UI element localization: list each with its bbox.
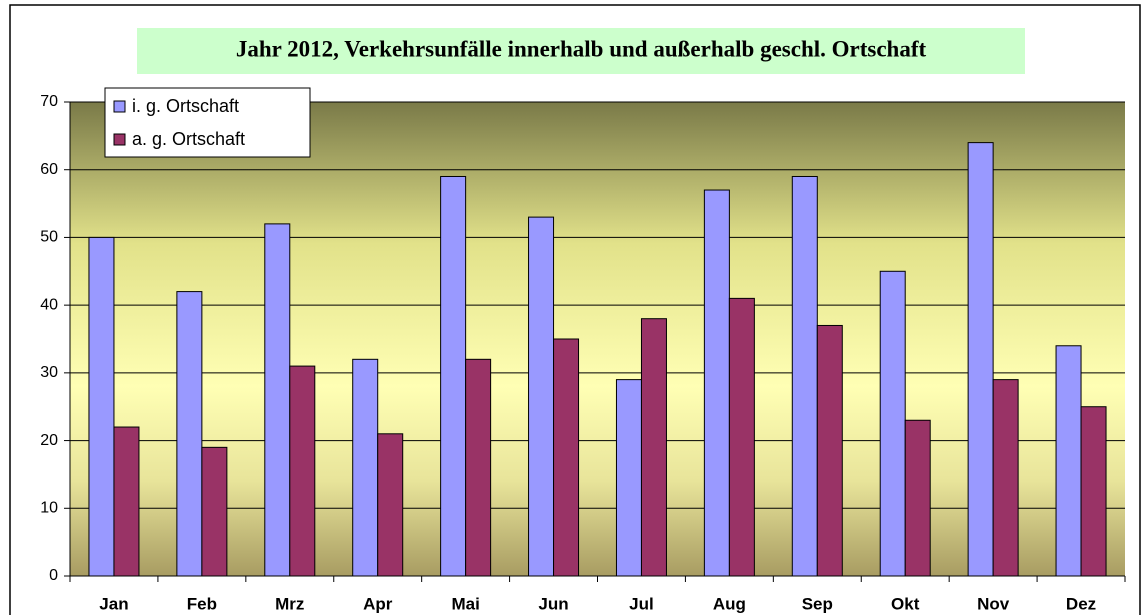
y-tick-label: 50 — [40, 229, 58, 246]
bar — [728, 297, 755, 577]
legend-label: i. g. Ortschaft — [132, 96, 239, 116]
x-tick-label: Jul — [629, 594, 654, 613]
bar — [1080, 406, 1107, 577]
bar — [879, 270, 906, 577]
bar — [352, 358, 379, 577]
x-tick-label: Nov — [977, 594, 1010, 613]
x-tick-label: Jun — [538, 594, 568, 613]
bar — [992, 379, 1019, 577]
bar — [791, 175, 818, 577]
bar — [113, 426, 140, 577]
legend-swatch — [113, 100, 126, 113]
y-tick-label: 30 — [40, 364, 58, 381]
bar — [528, 216, 555, 577]
x-tick-label: Feb — [187, 594, 217, 613]
bar — [465, 358, 492, 577]
y-tick-label: 60 — [40, 161, 58, 178]
bar — [816, 324, 843, 577]
legend-label: a. g. Ortschaft — [132, 129, 245, 149]
y-tick-label: 0 — [49, 567, 58, 584]
bar — [88, 236, 115, 577]
title-box — [137, 28, 1025, 74]
bar — [967, 142, 994, 577]
x-tick-label: Aug — [713, 594, 746, 613]
bar — [201, 446, 228, 577]
bar — [703, 189, 730, 577]
bar — [289, 365, 316, 577]
bar — [640, 318, 667, 577]
y-tick-label: 40 — [40, 296, 58, 313]
bar — [1055, 345, 1082, 577]
x-tick-label: Mrz — [275, 594, 304, 613]
bar — [553, 338, 580, 577]
legend-swatch — [113, 133, 126, 146]
bar — [615, 379, 642, 577]
y-tick-label: 10 — [40, 500, 58, 517]
bar — [440, 175, 467, 577]
plot-area — [70, 102, 1125, 576]
x-tick-label: Jan — [99, 594, 128, 613]
x-tick-label: Okt — [891, 594, 920, 613]
bar — [264, 223, 291, 577]
bar — [377, 433, 404, 577]
x-tick-label: Sep — [802, 594, 833, 613]
x-tick-label: Mai — [451, 594, 479, 613]
bar — [176, 291, 203, 577]
bar — [904, 419, 931, 577]
y-tick-label: 70 — [40, 93, 58, 110]
legend-box — [104, 87, 311, 158]
x-tick-label: Apr — [363, 594, 393, 613]
y-tick-label: 20 — [40, 432, 58, 449]
x-tick-label: Dez — [1066, 594, 1096, 613]
chart-title: Jahr 2012, Verkehrsunfälle innerhalb und… — [236, 36, 927, 61]
